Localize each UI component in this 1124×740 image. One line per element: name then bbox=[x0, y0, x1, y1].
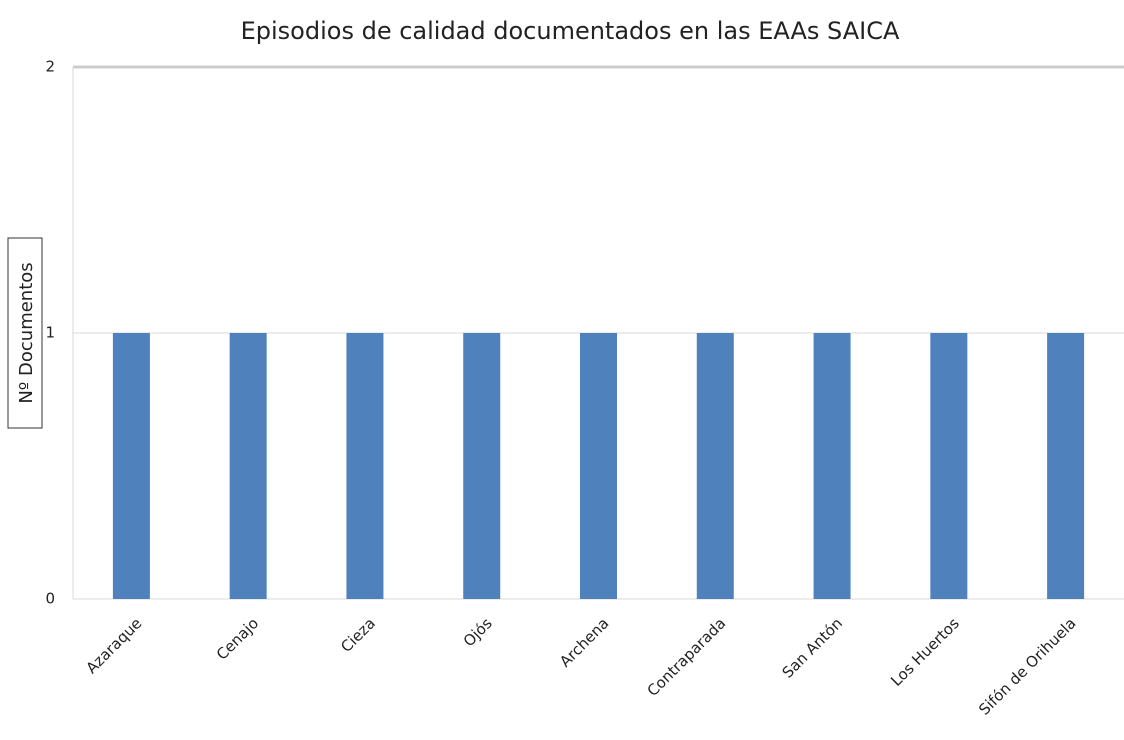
bar bbox=[229, 333, 267, 599]
y-label-box bbox=[7, 237, 43, 429]
bar bbox=[112, 333, 150, 599]
y-axis-label: Nº Documentos bbox=[16, 262, 37, 403]
bar bbox=[463, 333, 501, 599]
chart-title: Episodios de calidad documentados en las… bbox=[241, 17, 900, 45]
x-tick-label: Sifón de Orihuela bbox=[975, 614, 1079, 718]
x-tick-label: Contraparada bbox=[644, 614, 730, 700]
x-tick-label: Archena bbox=[556, 614, 612, 670]
bar bbox=[580, 333, 617, 599]
x-tick-label: Cenajo bbox=[213, 614, 262, 663]
y-tick-label: 1 bbox=[45, 324, 55, 342]
y-tick-label: 0 bbox=[45, 590, 55, 608]
x-tick-label: Los Huertos bbox=[887, 614, 963, 690]
bar bbox=[1047, 333, 1085, 599]
y-tick-label: 2 bbox=[45, 58, 55, 76]
bar bbox=[813, 333, 851, 599]
bar bbox=[696, 333, 734, 599]
x-tick-label: Azaraque bbox=[82, 614, 145, 677]
bar bbox=[346, 333, 384, 599]
x-tick-label: San Antón bbox=[779, 614, 846, 681]
x-tick-label: Ojós bbox=[460, 614, 496, 650]
bar bbox=[930, 333, 968, 599]
x-tick-label: Cieza bbox=[337, 614, 379, 656]
